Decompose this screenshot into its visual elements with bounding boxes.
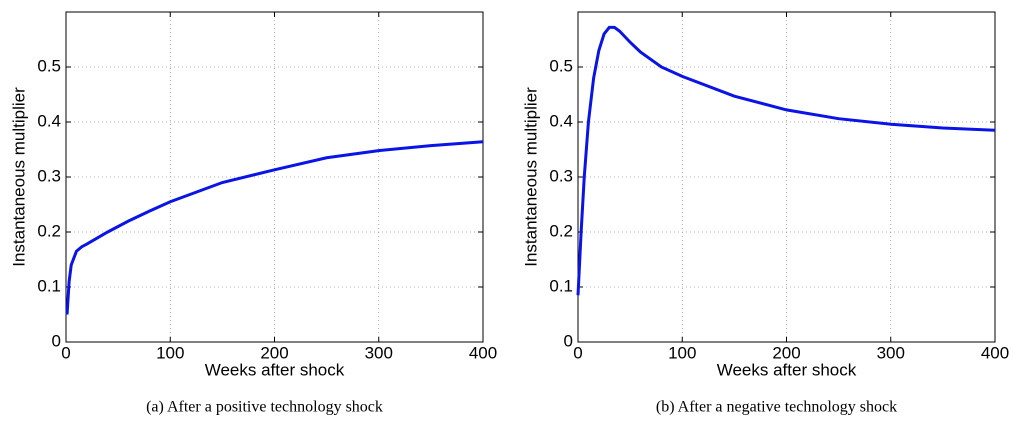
x-tick-label: 300 (365, 343, 393, 362)
y-tick-label: 0.1 (37, 276, 61, 295)
x-axis-label: Weeks after shock (205, 360, 345, 379)
x-tick-label: 0 (573, 343, 582, 362)
x-tick-label: 200 (772, 343, 800, 362)
axes-frame (65, 11, 484, 343)
y-tick-label: 0.4 (37, 111, 61, 130)
x-tick-label: 400 (469, 343, 497, 362)
y-tick-label: 0.2 (37, 221, 61, 240)
y-tick-label: 0 (52, 331, 61, 350)
data-line (576, 25, 996, 296)
y-axis-label: Instantaneous multiplier (521, 87, 540, 267)
data-line (65, 140, 484, 315)
y-tick-label: 0.3 (549, 166, 573, 185)
y-tick-label: 0.5 (549, 56, 573, 75)
y-tick-label: 0.2 (549, 221, 573, 240)
x-tick-label: 100 (668, 343, 696, 362)
x-tick-label: 200 (260, 343, 288, 362)
y-tick-label: 0.3 (37, 166, 61, 185)
y-tick-label: 0 (564, 331, 573, 350)
y-tick-label: 0.1 (549, 276, 573, 295)
x-axis-label: Weeks after shock (717, 360, 857, 379)
caption: (b) After a negative technology shock (656, 399, 897, 416)
x-tick-label: 0 (61, 343, 70, 362)
x-tick-label: 400 (981, 343, 1009, 362)
x-tick-label: 300 (877, 343, 905, 362)
axes-frame (577, 11, 996, 343)
y-tick-label: 0.4 (549, 111, 573, 130)
y-axis-label: Instantaneous multiplier (9, 87, 28, 267)
x-tick-label: 100 (156, 343, 184, 362)
caption: (a) After a positive technology shock (146, 399, 383, 416)
y-tick-label: 0.5 (37, 56, 61, 75)
